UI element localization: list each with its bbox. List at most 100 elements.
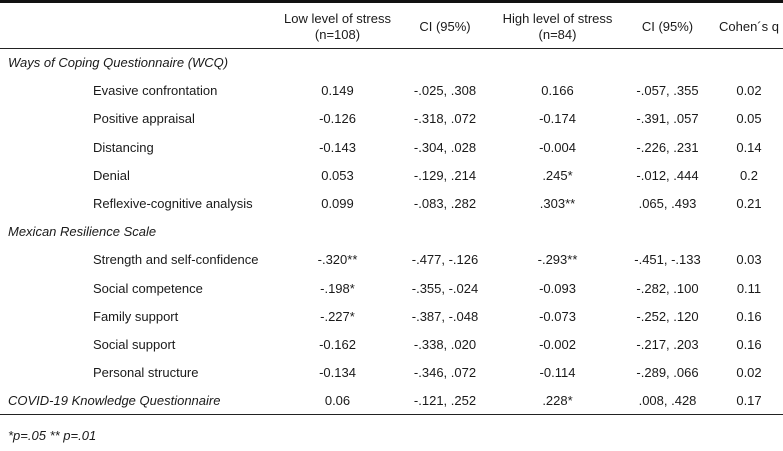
- cell-low: -.198*: [320, 280, 355, 296]
- row-label: Social competence: [93, 280, 203, 296]
- cell-q: 0.17: [715, 386, 783, 416]
- cell-high: -0.073: [539, 308, 576, 324]
- cell-low: -0.143: [319, 139, 356, 155]
- cell-low: 0.149: [321, 83, 354, 99]
- cell-q: 0.16: [736, 308, 762, 324]
- row-label: Reflexive-cognitive analysis: [93, 196, 253, 212]
- section-row: Mexican Resilience Scale: [0, 218, 783, 246]
- cell-ci-low: -.083, .282: [413, 196, 477, 212]
- cell-ci-high: -.391, .057: [636, 111, 699, 127]
- cell-ci-low: -.387, -.048: [411, 308, 479, 324]
- cell-ci-low: -.346, .072: [413, 365, 477, 381]
- cell-low: -0.162: [319, 336, 356, 352]
- header-high-stress: High level of stress (n=84): [495, 6, 620, 49]
- header-label-col: [0, 6, 280, 49]
- cell-q: 0.21: [736, 196, 762, 212]
- header-ci-high: CI (95%): [620, 6, 715, 49]
- cell-q: [715, 218, 783, 246]
- table-row: Social competence -.198* -.355, -.024 -0.09…: [0, 274, 783, 302]
- table-row: Distancing -0.143 -.304, .028 -0.004 -.226, …: [0, 133, 783, 161]
- cell-high: .228*: [495, 386, 620, 416]
- cell-low: [280, 218, 395, 246]
- cell-q: [715, 49, 783, 77]
- row-label: Evasive confrontation: [93, 83, 218, 99]
- cell-ci-high: .065, .493: [638, 196, 697, 212]
- section-label: COVID-19 Knowledge Questionnaire: [0, 386, 280, 416]
- cell-q: 0.16: [736, 336, 762, 352]
- cell-ci-low: -.129, .214: [413, 167, 477, 183]
- cell-ci-high: -.289, .066: [636, 365, 699, 381]
- cell-high: -0.114: [539, 365, 576, 381]
- row-label: Denial: [93, 167, 130, 183]
- cell-low: -0.126: [319, 111, 356, 127]
- cell-q: 0.02: [736, 83, 762, 99]
- section-row: COVID-19 Knowledge Questionnaire 0.06 -.12…: [0, 386, 783, 416]
- cell-q: 0.02: [736, 365, 762, 381]
- cell-high: [495, 218, 620, 246]
- cell-high: -0.004: [539, 139, 576, 155]
- table-row: Evasive confrontation 0.149 -.025, .308 0.1…: [0, 77, 783, 105]
- cell-ci-low: -.318, .072: [413, 111, 477, 127]
- cell-ci-low: -.355, -.024: [411, 280, 479, 296]
- results-table: Low level of stress (n=108) CI (95%) Hig…: [0, 6, 783, 416]
- cell-q: 0.05: [736, 111, 762, 127]
- header-ci-low: CI (95%): [395, 6, 495, 49]
- cell-ci-low: [395, 49, 495, 77]
- table-row: Social support -0.162 -.338, .020 -0.002 -.2…: [0, 330, 783, 358]
- row-label: Personal structure: [93, 365, 199, 381]
- cell-high: [495, 49, 620, 77]
- table-row: Strength and self-confidence -.320** -.477…: [0, 246, 783, 274]
- header-low-stress: Low level of stress (n=108): [280, 6, 395, 49]
- table-row: Positive appraisal -0.126 -.318, .072 -0.17…: [0, 105, 783, 133]
- header-row: Low level of stress (n=108) CI (95%) Hig…: [0, 6, 783, 49]
- top-rule: [0, 0, 783, 3]
- header-cohens-q: Cohen´s q: [715, 6, 783, 49]
- cell-low: -.320**: [317, 252, 358, 268]
- cell-ci-low: -.338, .020: [413, 336, 477, 352]
- cell-low: -0.134: [319, 365, 356, 381]
- table-row: Reflexive-cognitive analysis 0.099 -.083, …: [0, 189, 783, 217]
- cell-ci-high: -.217, .203: [636, 336, 699, 352]
- footnote: *p=.05 ** p=.01: [8, 428, 97, 443]
- cell-q: 0.11: [736, 280, 762, 296]
- cell-ci-high: -.226, .231: [636, 139, 699, 155]
- cell-low: [280, 49, 395, 77]
- cell-high: -0.093: [539, 280, 576, 296]
- cell-q: 0.03: [736, 252, 762, 268]
- section-row: Ways of Coping Questionnaire (WCQ): [0, 49, 783, 77]
- cell-q: 0.14: [736, 139, 762, 155]
- row-label: Social support: [93, 336, 176, 352]
- cell-high: -.293**: [537, 252, 578, 268]
- section-label: Mexican Resilience Scale: [8, 224, 157, 240]
- section-label: Ways of Coping Questionnaire (WCQ): [8, 55, 229, 71]
- row-label: Family support: [93, 308, 179, 324]
- cell-ci-high: [620, 49, 715, 77]
- cell-high: .245*: [542, 167, 573, 183]
- cell-ci-high: [620, 218, 715, 246]
- cell-q: 0.2: [739, 167, 759, 183]
- table-row: Family support -.227* -.387, -.048 -0.073 -.…: [0, 302, 783, 330]
- cell-low: 0.06: [280, 386, 395, 416]
- cell-low: 0.099: [321, 196, 354, 212]
- cell-ci-low: -.025, .308: [413, 83, 477, 99]
- row-label: Strength and self-confidence: [93, 252, 259, 268]
- cell-high: 0.166: [541, 83, 574, 99]
- cell-ci-high: -.252, .120: [636, 308, 699, 324]
- row-label: Distancing: [93, 139, 154, 155]
- cell-ci-high: -.282, .100: [636, 280, 699, 296]
- cell-ci-high: .008, .428: [620, 386, 715, 416]
- table-body: Ways of Coping Questionnaire (WCQ) Evasiv…: [0, 49, 783, 416]
- cell-ci-low: -.121, .252: [395, 386, 495, 416]
- table-row: Personal structure -0.134 -.346, .072 -0.11…: [0, 359, 783, 387]
- cell-low: 0.053: [321, 167, 354, 183]
- cell-low: -.227*: [320, 308, 355, 324]
- cell-ci-high: -.012, .444: [636, 167, 699, 183]
- row-label: Positive appraisal: [93, 111, 195, 127]
- cell-high: .303**: [539, 196, 576, 212]
- cell-ci-low: -.304, .028: [413, 139, 477, 155]
- cell-high: -0.174: [539, 111, 576, 127]
- table-row: Denial 0.053 -.129, .214 .245* -.012, .444 0.…: [0, 161, 783, 189]
- cell-ci-high: -.451, -.133: [634, 252, 701, 268]
- cell-ci-high: -.057, .355: [636, 83, 699, 99]
- cell-ci-low: -.477, -.126: [411, 252, 479, 268]
